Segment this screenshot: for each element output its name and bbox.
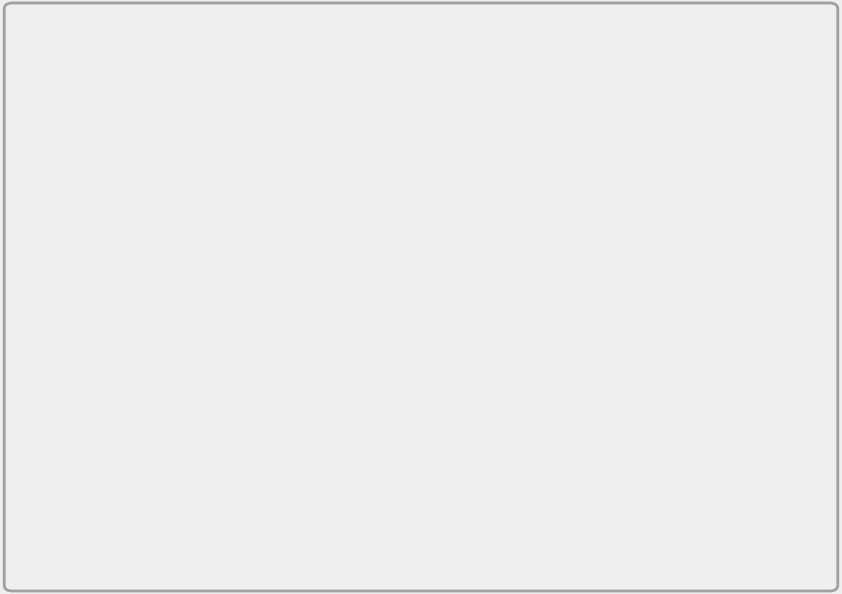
Hu30 xyxy=(637,492,647,500)
Rb0 xyxy=(338,329,348,336)
Rb10 xyxy=(637,459,647,466)
Line: Rb0: Rb0 xyxy=(136,221,752,507)
X-axis label: S1P concentration (μM): S1P concentration (μM) xyxy=(349,553,543,571)
Line: Hu10: Hu10 xyxy=(136,241,752,507)
Rb0 xyxy=(541,492,551,500)
Line: Rb10: Rb10 xyxy=(136,184,752,484)
Hu30 xyxy=(136,169,146,176)
RB30 xyxy=(232,185,242,192)
Hu0 xyxy=(136,386,146,393)
Hu10 xyxy=(743,499,753,506)
Hu30 xyxy=(743,496,753,503)
Hu10 xyxy=(637,496,647,503)
Hu30 xyxy=(338,292,348,299)
Hu10 xyxy=(541,489,551,496)
Hu10 xyxy=(136,242,146,249)
Rb0 xyxy=(136,222,146,229)
Rb0 xyxy=(232,269,242,276)
Rb10 xyxy=(743,476,753,483)
Hu30 xyxy=(232,195,242,203)
Hu10 xyxy=(232,339,242,346)
RB30 xyxy=(743,479,753,486)
Y-axis label: Percent Binding: Percent Binding xyxy=(47,241,66,371)
Line: RB30: RB30 xyxy=(136,168,752,488)
Hu0 xyxy=(338,469,348,476)
Hu10 xyxy=(434,476,445,483)
Legend: Rb0, Rb10, RB30, Hu0, Hu10, Hu30: Rb0, Rb10, RB30, Hu0, Hu10, Hu30 xyxy=(477,96,776,150)
Hu10 xyxy=(338,419,348,426)
RB30 xyxy=(541,366,551,373)
Hu0 xyxy=(434,489,445,496)
Rb10 xyxy=(232,212,242,219)
Rb10 xyxy=(434,346,445,353)
Hu30 xyxy=(434,389,445,396)
Hu0 xyxy=(541,496,551,503)
RB30 xyxy=(338,222,348,229)
Rb0 xyxy=(637,499,647,506)
Hu30 xyxy=(541,486,551,493)
Rb10 xyxy=(338,269,348,276)
RB30 xyxy=(136,169,146,176)
Rb0 xyxy=(743,499,753,506)
Rb10 xyxy=(136,185,146,192)
Rb0 xyxy=(434,402,445,409)
Line: Hu0: Hu0 xyxy=(136,384,752,511)
RB30 xyxy=(434,282,445,289)
Text: 혈청농도에 따른 시료내 S1P 검출에 미치는 효과 분석: 혈청농도에 따른 시료내 S1P 검출에 미치는 효과 분석 xyxy=(272,37,570,55)
Hu0 xyxy=(232,432,242,440)
Hu0 xyxy=(637,499,647,506)
Line: Hu30: Hu30 xyxy=(136,168,752,504)
Hu0 xyxy=(743,503,753,510)
RB30 xyxy=(637,432,647,440)
Rb10 xyxy=(541,402,551,409)
